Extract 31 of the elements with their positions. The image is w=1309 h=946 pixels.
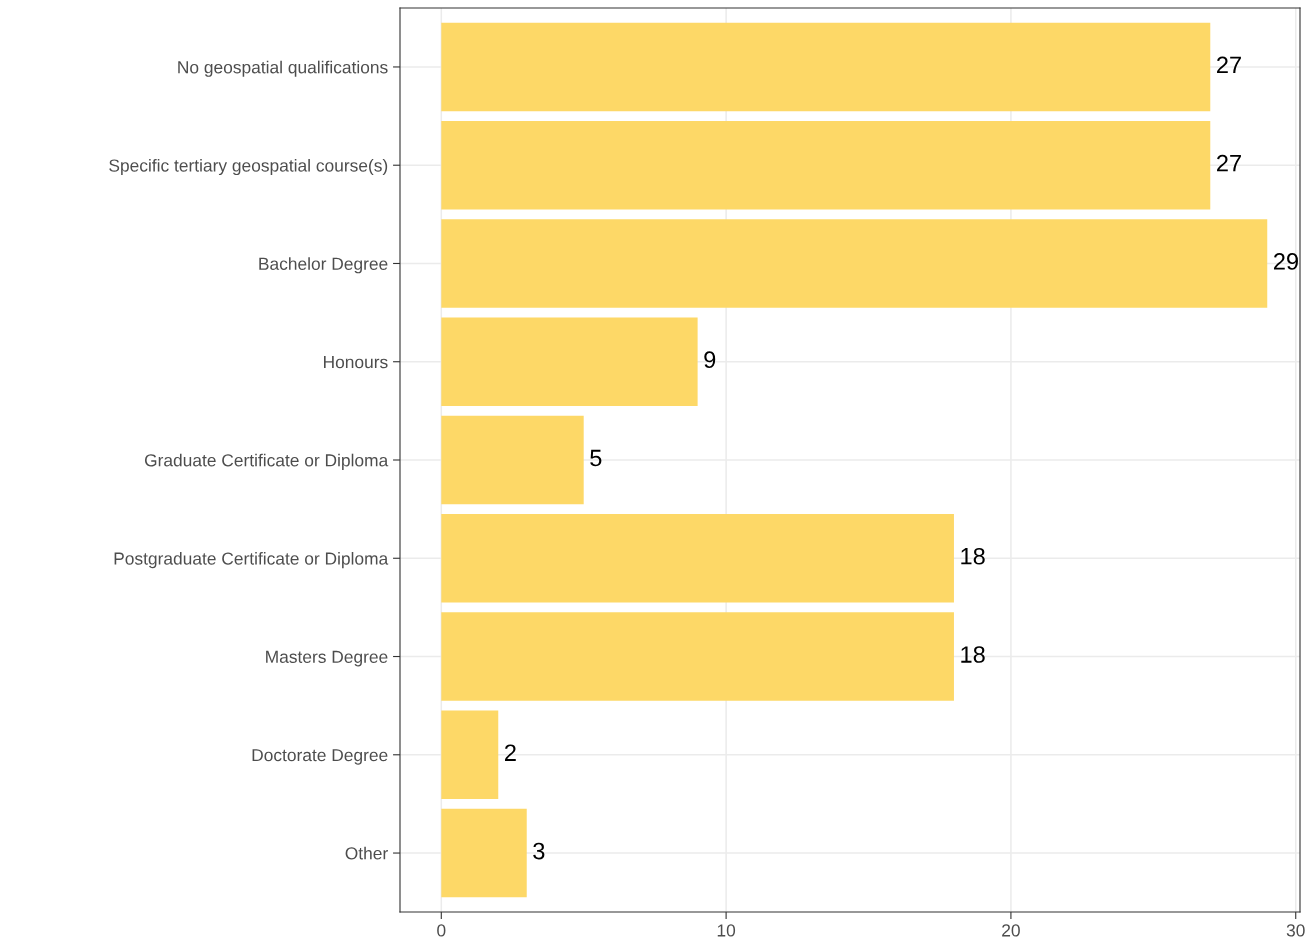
data-label: 27: [1217, 56, 1241, 74]
x-tick-label: 30: [1286, 924, 1305, 937]
x-tick-label: 0: [437, 924, 446, 937]
data-label: 27: [1217, 154, 1241, 172]
y-tick-label: Honours: [324, 356, 388, 369]
data-label: 18: [961, 547, 985, 565]
bar: [441, 415, 584, 505]
x-tick-label: 20: [1002, 924, 1020, 937]
bar: [441, 219, 1268, 308]
y-tick-label: Masters Degree: [266, 650, 388, 667]
bar: [441, 514, 954, 603]
bar: [441, 808, 527, 898]
bar: [441, 22, 1211, 112]
y-tick-label: Graduate Certificate or Diploma: [144, 453, 389, 470]
bar: [441, 317, 698, 406]
bar: [441, 121, 1211, 210]
y-tick-label: Other: [345, 846, 388, 860]
y-tick-label: No geospatial qualifications: [178, 60, 388, 77]
data-label: 5: [590, 449, 602, 467]
data-label: 2: [505, 744, 516, 761]
data-label: 29: [1273, 253, 1298, 270]
bar: [441, 612, 954, 701]
data-label: 18: [961, 646, 985, 663]
y-tick-label: Doctorate Degree: [252, 749, 388, 765]
x-tick-label: 10: [717, 924, 736, 937]
y-tick-label: Postgraduate Certificate or Diploma: [114, 551, 389, 569]
bar: [441, 710, 499, 799]
data-label: 9: [704, 351, 716, 369]
y-tick-label: Bachelor Degree: [259, 257, 388, 274]
data-label: 3: [533, 842, 545, 860]
y-tick-label: Specific tertiary geospatial course(s): [109, 158, 388, 176]
